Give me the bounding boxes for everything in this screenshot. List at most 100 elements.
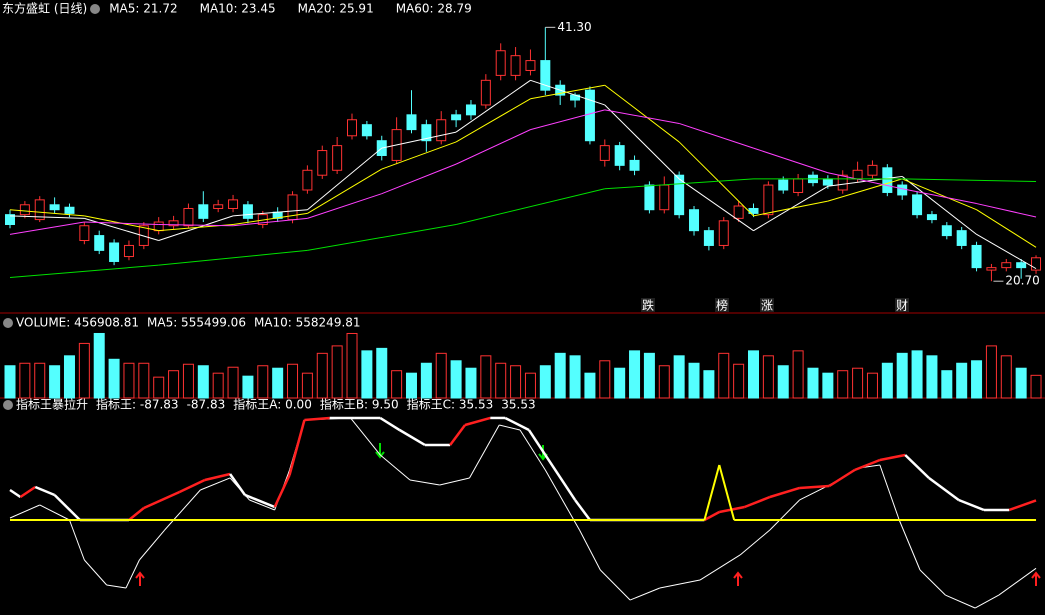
candle-body (689, 209, 700, 232)
event-marker: 涨 (761, 298, 773, 313)
indicator-line (200, 477, 231, 491)
volume-bar (748, 350, 759, 399)
candle-body (986, 267, 997, 271)
indicator-line (976, 233, 1037, 270)
candle-body (421, 124, 432, 142)
candle-body (79, 225, 90, 242)
candle-body (406, 114, 417, 131)
annotation: 20.70 (1005, 274, 1039, 288)
volume-bar (391, 370, 403, 399)
volume-bar (287, 363, 299, 399)
legend-item: MA20: 25.91 (298, 2, 374, 16)
volume-bar (614, 367, 626, 399)
volume-bar (837, 370, 849, 399)
volume-bar (762, 355, 774, 399)
indicator-line (128, 507, 145, 521)
event-marker: 榜 (716, 298, 728, 313)
indicator-line (379, 416, 401, 432)
indicator-line (753, 147, 829, 174)
indicator-line (604, 104, 680, 180)
candle-body (912, 194, 923, 216)
legend-item: -87.83 (187, 398, 226, 412)
indicator-line (381, 131, 457, 149)
volume-bar (212, 372, 224, 399)
legend-item: MA5: 21.72 (109, 2, 177, 16)
volume-bar (539, 365, 551, 399)
volume-bar (584, 372, 596, 399)
indicator-line (504, 416, 530, 432)
indicator-line (9, 264, 159, 278)
indicator-line (106, 584, 127, 589)
volume-bar (658, 365, 670, 399)
indicator-line (83, 559, 108, 586)
menu-icon[interactable] (3, 400, 13, 410)
volume-bar (4, 365, 16, 399)
candle-body (465, 104, 476, 116)
volume-bar (629, 350, 641, 399)
candle-body (19, 204, 30, 216)
annotation: 41.30 (557, 20, 591, 34)
volume-bar (435, 352, 447, 399)
indicator-line (703, 464, 721, 521)
candle-body (153, 221, 164, 232)
indicator-line (9, 504, 40, 519)
legend-item: 指标王A: 0.00 (233, 397, 312, 412)
indicator-line (409, 479, 440, 486)
indicator-line (304, 416, 330, 422)
candle-body (956, 230, 967, 246)
candle-body (109, 242, 120, 262)
indicator-line (138, 529, 166, 561)
volume-bar (599, 360, 611, 399)
candle-body (793, 178, 804, 193)
indicator-line (158, 215, 234, 241)
volume-bar (971, 360, 983, 399)
candle-body (718, 220, 729, 246)
menu-icon[interactable] (90, 4, 100, 14)
volume-bar (153, 376, 165, 399)
indicator-line (604, 109, 680, 124)
indicator-line (530, 79, 605, 106)
volume-bar (956, 362, 968, 399)
candle-body (644, 184, 655, 211)
indicator-line (769, 499, 800, 531)
candle-body (897, 184, 908, 196)
indicator-line (902, 178, 1037, 182)
volume-bar (554, 352, 566, 399)
volume-bar (138, 362, 150, 399)
volume-bar (807, 367, 819, 399)
volume-bar (881, 362, 893, 399)
indicator-line (398, 428, 426, 447)
volume-bar (703, 370, 715, 399)
candle-body (5, 214, 15, 226)
indicator-line (158, 249, 308, 266)
candle-body (941, 225, 952, 237)
indicator-line (143, 490, 181, 510)
indicator-line (604, 178, 754, 190)
volume-bar (1000, 355, 1012, 399)
candle-body (882, 167, 893, 193)
candle-body (480, 79, 491, 106)
candle-body (614, 145, 625, 166)
indicator-line (178, 478, 206, 494)
volume-bar (569, 355, 581, 399)
indicator-line (828, 468, 856, 488)
volume-bar (168, 370, 180, 399)
candle-body (94, 235, 105, 251)
indicator-line (718, 464, 736, 521)
indicator-line (902, 178, 977, 211)
menu-icon[interactable] (3, 318, 13, 328)
legend-item: MA10: 23.45 (200, 2, 276, 16)
indicator-line (455, 98, 531, 143)
indicator-line (233, 209, 308, 217)
candle-body (361, 124, 372, 137)
indicator-line (879, 453, 906, 462)
indicator-line (753, 200, 828, 217)
indicator-line (449, 424, 467, 446)
indicator-line (976, 209, 1037, 248)
candle-body (778, 179, 789, 191)
candle-body (228, 199, 239, 209)
legend-item: MA10: 558249.81 (254, 316, 361, 330)
indicator-line (53, 494, 81, 521)
volume-bar (316, 352, 328, 399)
volume-bar (301, 372, 313, 399)
